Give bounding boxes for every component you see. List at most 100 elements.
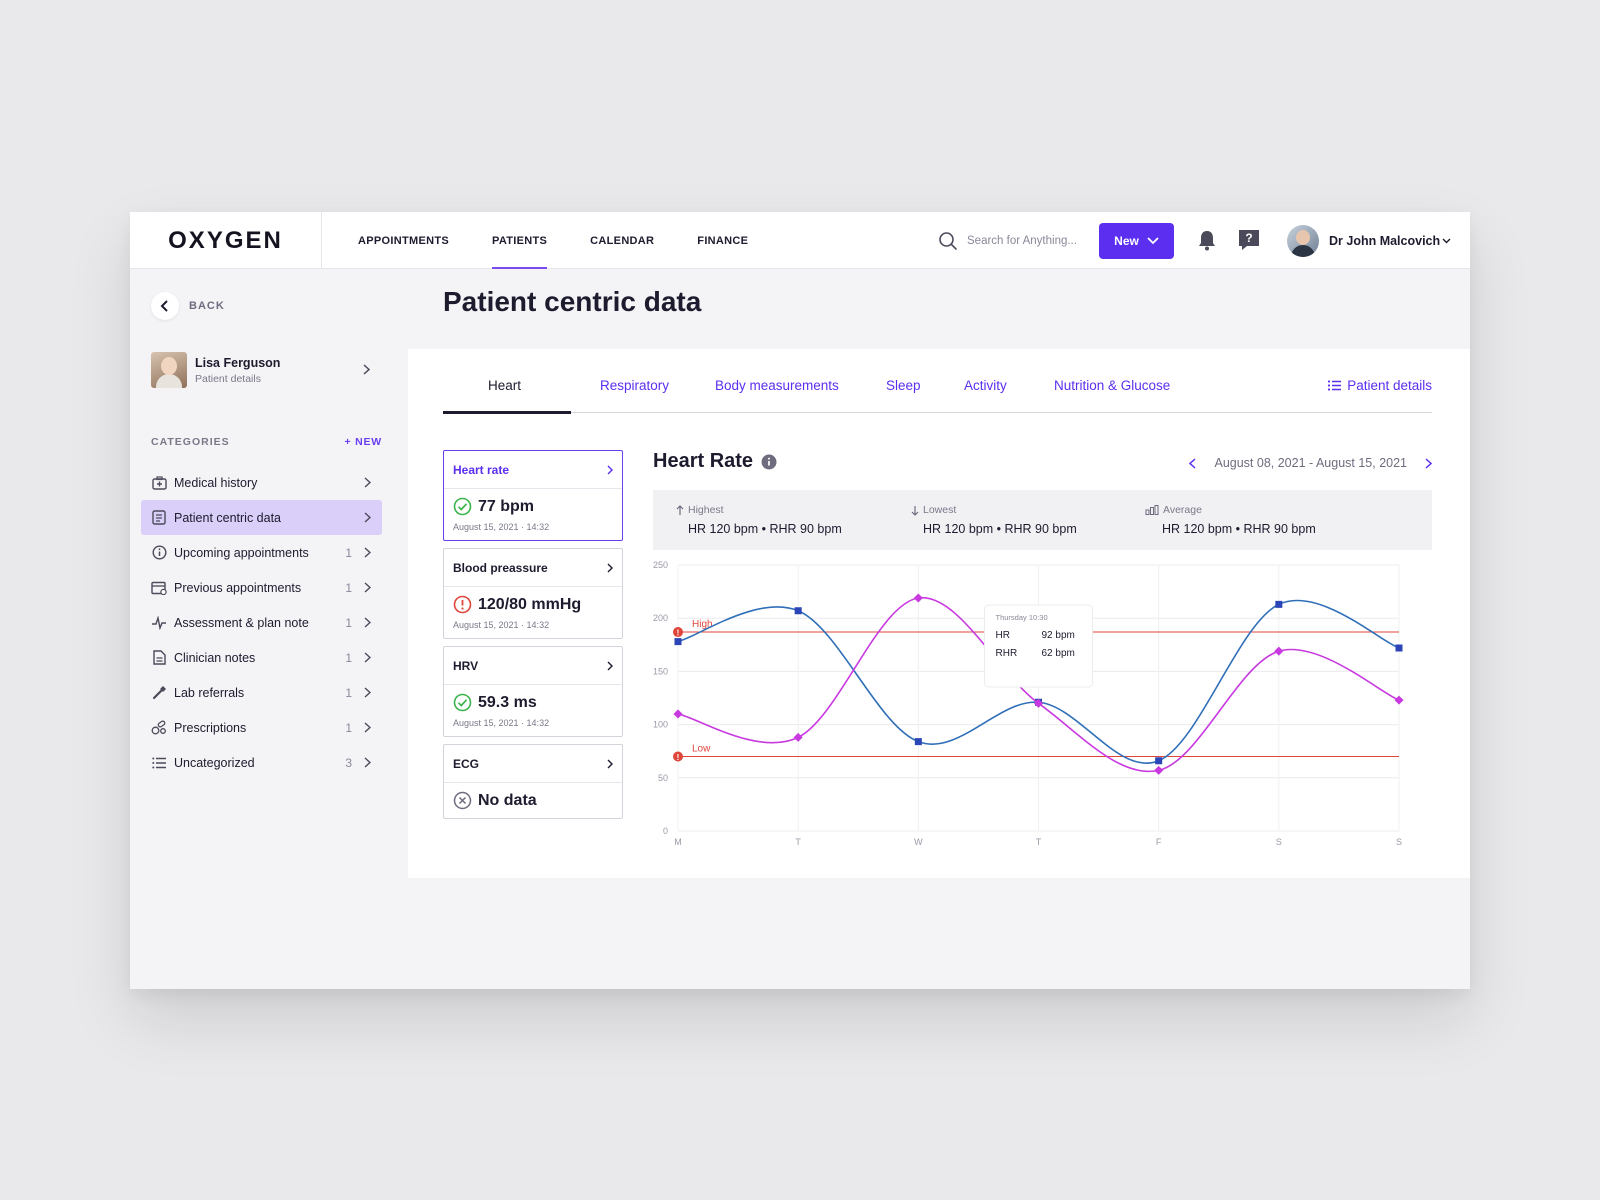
new-button[interactable]: New <box>1099 223 1174 259</box>
tab-activity[interactable]: Activity <box>964 378 1007 393</box>
nav-finance[interactable]: FINANCE <box>697 234 749 247</box>
y-tick-label: 250 <box>653 560 668 570</box>
category-label: Uncategorized <box>174 755 255 770</box>
hr-point <box>1275 600 1283 608</box>
alert-circle-icon <box>453 595 472 614</box>
document-icon <box>151 510 167 526</box>
rhr-point <box>1033 698 1044 708</box>
category-assessment-plan-note[interactable]: Assessment & plan note 1 <box>141 605 382 640</box>
tooltip-key: HR <box>996 630 1010 641</box>
pills-icon <box>151 720 167 736</box>
category-patient-centric-data[interactable]: Patient centric data <box>141 500 382 535</box>
category-count: 1 <box>345 580 352 595</box>
back-arrow-icon <box>151 292 179 320</box>
stat-average: Average HR 120 bpm • RHR 90 bpm <box>1145 504 1316 536</box>
info-icon[interactable] <box>761 454 777 470</box>
category-label: Prescriptions <box>174 720 247 735</box>
page-title: Patient centric data <box>443 286 702 317</box>
pipette-icon <box>151 685 167 701</box>
category-previous-appointments[interactable]: Previous appointments 1 <box>141 570 382 605</box>
chevron-right-icon <box>364 722 371 733</box>
calendar-icon <box>151 580 167 596</box>
tooltip-value: 92 bpm <box>1042 630 1075 641</box>
search-input[interactable] <box>967 235 1087 247</box>
rhr-point <box>673 709 683 719</box>
user-avatar[interactable] <box>1287 225 1319 257</box>
app-window: OXYGEN APPOINTMENTS PATIENTS CALENDAR FI… <box>130 212 1470 989</box>
chevron-right-icon <box>607 661 613 670</box>
heart-rate-title: Heart Rate <box>653 450 777 473</box>
category-uncategorized[interactable]: Uncategorized 3 <box>141 745 382 780</box>
nav-appointments[interactable]: APPOINTMENTS <box>358 234 449 247</box>
category-clinician-notes[interactable]: Clinician notes 1 <box>141 640 382 675</box>
vitals-list: Heart rate 77 bpm August 15, 2021 · 14:3… <box>443 450 623 826</box>
tab-body-measurements[interactable]: Body measurements <box>715 378 839 393</box>
hr-point <box>794 607 802 615</box>
tab-nutrition-glucose[interactable]: Nutrition & Glucose <box>1054 378 1171 393</box>
chevron-left-icon[interactable] <box>1189 457 1196 469</box>
category-count: 1 <box>345 545 352 560</box>
new-button-label: New <box>1114 234 1139 248</box>
category-label: Patient centric data <box>174 510 282 525</box>
chevron-right-icon[interactable] <box>1425 457 1432 469</box>
heart-rate-title-text: Heart Rate <box>653 450 754 472</box>
vital-card-blood-pressure[interactable]: Blood preassure 120/80 mmHg August 15, 2… <box>443 548 623 639</box>
list-icon <box>1328 380 1342 391</box>
user-name: Dr John Malcovich <box>1329 234 1441 248</box>
threshold-label: Low <box>692 744 711 755</box>
category-count: 1 <box>345 650 352 665</box>
category-label: Previous appointments <box>174 580 302 595</box>
category-count: 3 <box>345 755 352 770</box>
tab-respiratory[interactable]: Respiratory <box>600 378 670 393</box>
category-lab-referrals[interactable]: Lab referrals 1 <box>141 675 382 710</box>
nav-calendar[interactable]: CALENDAR <box>590 234 655 247</box>
patient-avatar <box>151 352 187 388</box>
bell-icon[interactable] <box>1197 229 1217 251</box>
patient-name: Lisa Ferguson <box>195 355 281 370</box>
hr-point <box>674 638 682 646</box>
category-count: 1 <box>345 720 352 735</box>
logo[interactable]: OXYGEN <box>130 212 322 269</box>
tab-heart[interactable]: Heart <box>488 378 522 393</box>
categories-title: CATEGORIES <box>151 436 230 448</box>
search-box <box>938 230 1088 252</box>
x-circle-icon <box>453 791 472 810</box>
chevron-right-icon <box>364 757 371 768</box>
date-range-picker: August 08, 2021 - August 15, 2021 <box>1189 456 1432 470</box>
threshold-marker <box>673 751 683 762</box>
vital-card-ecg[interactable]: ECG No data <box>443 744 623 819</box>
user-menu[interactable]: Dr John Malcovich <box>1329 234 1451 248</box>
active-tab-indicator <box>443 411 571 414</box>
category-upcoming-appointments[interactable]: Upcoming appointments 1 <box>141 535 382 570</box>
chevron-right-icon <box>607 465 613 474</box>
x-tick-label: M <box>674 837 682 847</box>
chevron-right-icon <box>364 547 371 558</box>
threshold-marker-glyph: ! <box>677 753 680 762</box>
svg-text:?: ? <box>1245 231 1252 245</box>
back-button[interactable]: BACK <box>151 292 225 320</box>
patient-details-label: Patient details <box>1347 378 1432 393</box>
vital-card-heart-rate[interactable]: Heart rate 77 bpm August 15, 2021 · 14:3… <box>443 450 623 541</box>
new-category-button[interactable]: + NEW <box>344 436 382 448</box>
tooltip-key: RHR <box>996 648 1018 659</box>
help-icon[interactable]: ? <box>1237 228 1261 252</box>
category-prescriptions[interactable]: Prescriptions 1 <box>141 710 382 745</box>
nav-patients[interactable]: PATIENTS <box>492 212 548 269</box>
bar-chart-icon <box>1145 505 1159 515</box>
vital-card-hrv[interactable]: HRV 59.3 ms August 15, 2021 · 14:32 <box>443 646 623 737</box>
chevron-right-icon <box>607 759 613 768</box>
pulse-icon <box>151 615 167 631</box>
search-icon[interactable] <box>938 231 958 251</box>
vital-value: 59.3 ms <box>478 693 537 711</box>
x-tick-label: T <box>1036 837 1042 847</box>
category-medical-history[interactable]: Medical history <box>141 465 382 500</box>
stat-value: HR 120 bpm • RHR 90 bpm <box>923 522 1077 536</box>
tab-sleep[interactable]: Sleep <box>886 378 921 393</box>
category-tabs: Heart Respiratory Body measurements Slee… <box>443 349 1432 414</box>
category-label: Assessment & plan note <box>174 615 309 630</box>
info-icon <box>151 545 167 561</box>
stat-lowest: Lowest HR 120 bpm • RHR 90 bpm <box>911 504 1077 536</box>
patient-card[interactable]: Lisa Ferguson Patient details <box>151 352 382 388</box>
patient-details-link[interactable]: Patient details <box>1328 378 1432 393</box>
content-panel: Heart Respiratory Body measurements Slee… <box>408 349 1470 878</box>
